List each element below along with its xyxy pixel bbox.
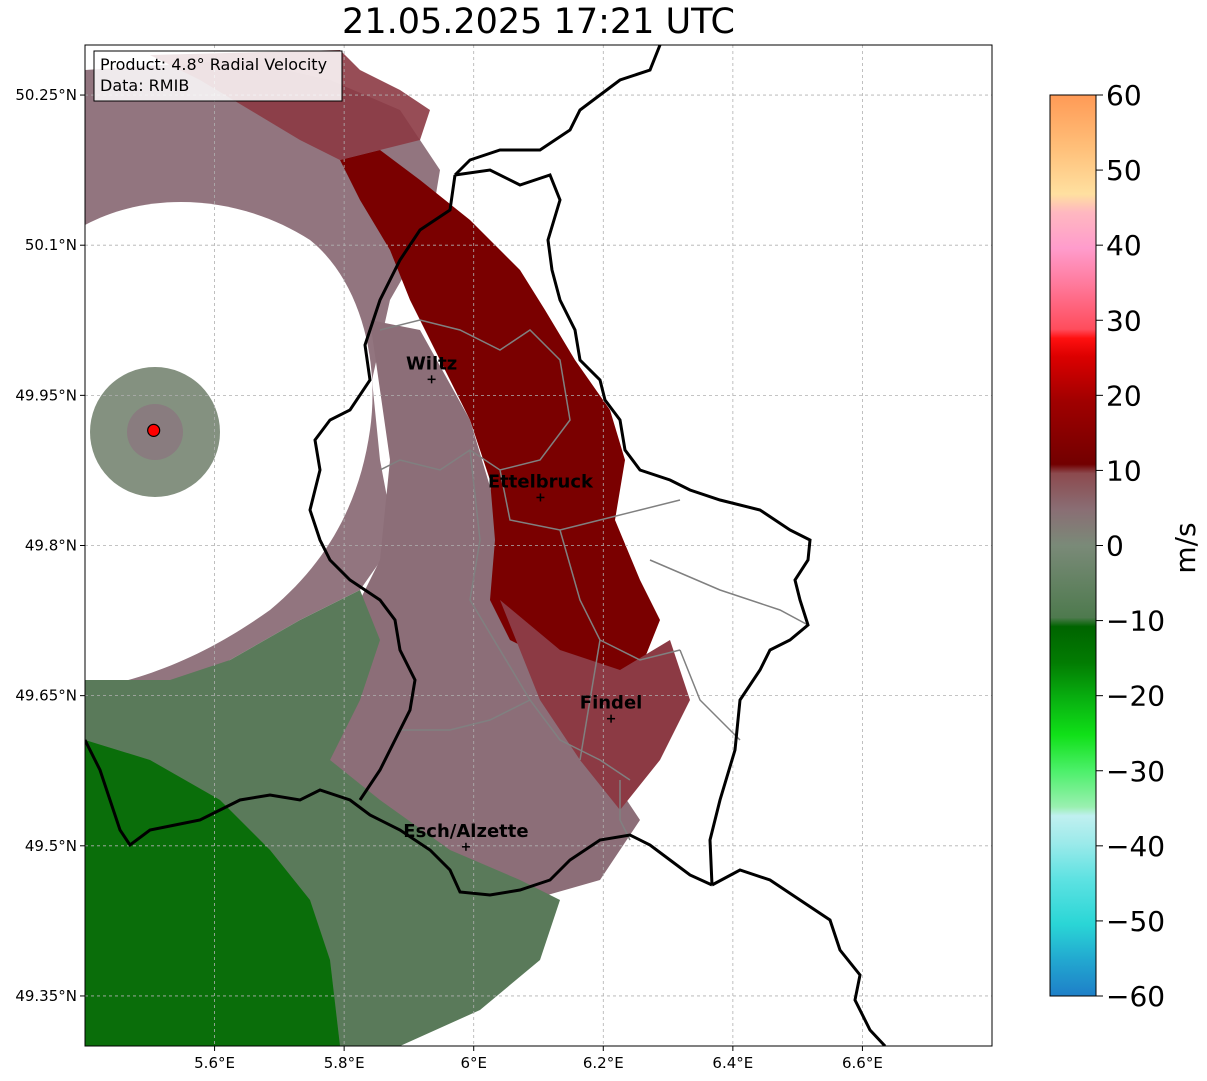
city-ettelbruck: Ettelbruck — [488, 471, 594, 502]
gridlines — [85, 45, 992, 1046]
colorbar-tick-label: 50 — [1106, 154, 1142, 187]
radar-echo-layer — [85, 50, 690, 1046]
colorbar-tick-label: 30 — [1106, 304, 1142, 337]
echo-near-zero-south — [290, 320, 640, 900]
info-data-source: Data: RMIB — [100, 76, 189, 95]
lat-tick-label: 50.1°N — [25, 236, 77, 254]
country-border-lu-fr — [85, 739, 713, 897]
colorbar-tick-label: 0 — [1106, 530, 1124, 563]
colorbar-gradient — [1049, 94, 1097, 997]
city-markers: Wiltz Ettelbruck Findel Esch/Alzette — [403, 353, 643, 851]
colorbar: 60 50 40 30 20 10 0 −10 −20 −30 −40 −50 −60 m/s — [1049, 79, 1202, 1013]
city-label: Ettelbruck — [488, 471, 594, 492]
colorbar-tick-label: −30 — [1106, 755, 1165, 788]
lat-tick-label: 50.25°N — [15, 86, 77, 104]
lon-tick-label: 6.4°E — [712, 1054, 753, 1072]
echo-inbound — [85, 740, 340, 1046]
lat-tick-label: 49.65°N — [15, 687, 77, 705]
info-box: Product: 4.8° Radial Velocity Data: RMIB — [93, 50, 343, 102]
info-product: Product: 4.8° Radial Velocity — [100, 55, 327, 74]
colorbar-tick-label: 20 — [1106, 379, 1142, 412]
longitude-labels: 5.6°E 5.8°E 6°E 6.2°E 6.4°E 6.6°E — [194, 1046, 883, 1072]
radar-site-marker — [147, 423, 161, 437]
lon-tick-label: 5.8°E — [324, 1054, 365, 1072]
echo-near-zero-north-inner-cut — [85, 202, 373, 690]
colorbar-label: m/s — [1169, 522, 1202, 573]
canton-borders — [379, 319, 809, 841]
country-border-de-fr — [711, 868, 887, 1046]
city-label: Findel — [580, 693, 643, 714]
lon-tick-label: 6.2°E — [583, 1054, 624, 1072]
latitude-labels: 50.25°N 50.1°N 49.95°N 49.8°N 49.65°N 49.5°N 4… — [15, 86, 85, 1005]
city-wiltz: Wiltz — [406, 353, 457, 384]
colorbar-tick-label: 60 — [1106, 79, 1142, 112]
country-border-be-lu — [308, 174, 457, 801]
colorbar-tick-label: −50 — [1106, 905, 1165, 938]
colorbar-tick-label: 40 — [1106, 229, 1142, 262]
colorbar-tick-label: −40 — [1106, 830, 1165, 863]
map-title: 21.05.2025 17:21 UTC — [342, 2, 735, 42]
lon-tick-label: 5.6°E — [194, 1054, 235, 1072]
lon-tick-label: 6.6°E — [842, 1054, 883, 1072]
colorbar-ticks: 60 50 40 30 20 10 0 −10 −20 −30 −40 −50 −60 — [1096, 79, 1165, 1013]
colorbar-tick-label: −10 — [1106, 605, 1165, 638]
country-border-lu-de — [454, 168, 812, 886]
country-border-be-de-north — [453, 45, 662, 177]
city-label: Esch/Alzette — [403, 821, 528, 842]
lat-tick-label: 49.5°N — [25, 837, 77, 855]
echo-outbound-strong — [340, 150, 660, 675]
colorbar-tick-label: 10 — [1106, 454, 1142, 487]
colorbar-tick-label: −20 — [1106, 680, 1165, 713]
city-esch-alzette: Esch/Alzette — [403, 821, 529, 851]
lat-tick-label: 49.95°N — [15, 386, 77, 404]
lat-tick-label: 49.35°N — [15, 987, 77, 1005]
colorbar-tick-label: −60 — [1106, 980, 1165, 1013]
lon-tick-label: 6°E — [460, 1054, 487, 1072]
echo-outbound-mid — [500, 600, 690, 810]
lat-tick-label: 49.8°N — [25, 537, 77, 555]
city-findel: Findel — [580, 693, 643, 723]
city-label: Wiltz — [406, 353, 457, 374]
